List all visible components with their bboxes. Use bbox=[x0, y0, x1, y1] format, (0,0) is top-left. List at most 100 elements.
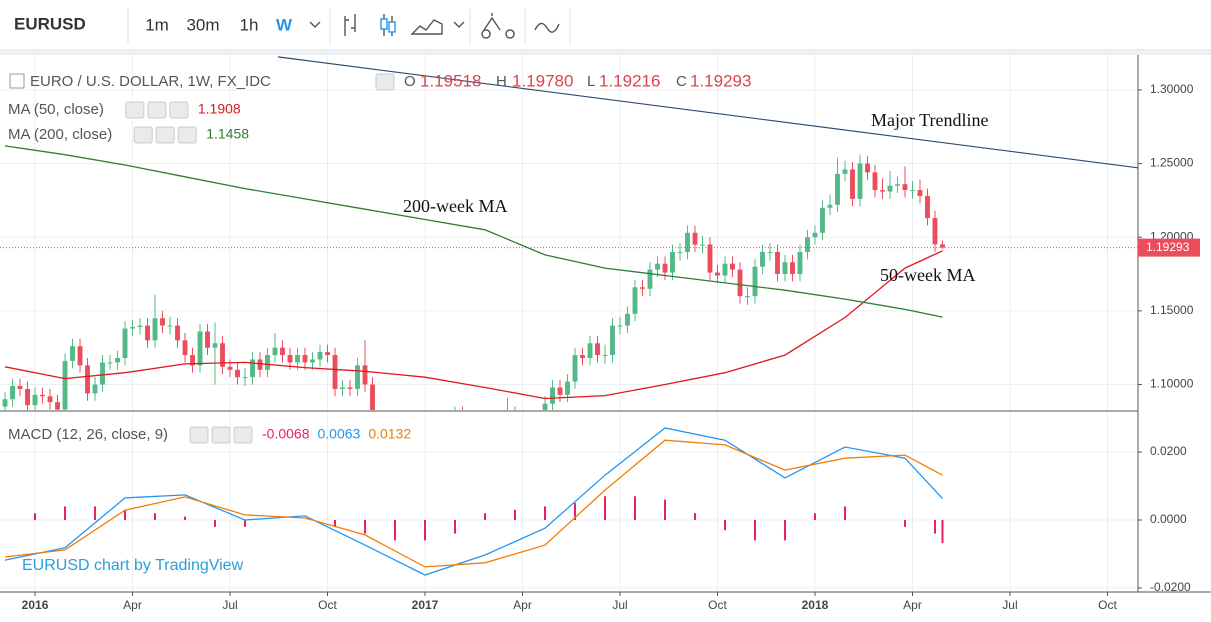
eye-button[interactable] bbox=[375, 73, 395, 91]
histogram-bar bbox=[214, 520, 217, 527]
x-tick-label: 2017 bbox=[412, 598, 439, 612]
y-tick-label: 1.25000 bbox=[1150, 156, 1194, 170]
histogram-bar bbox=[633, 496, 636, 520]
histogram-bar bbox=[693, 513, 696, 520]
x-tick-label: 2016 bbox=[22, 598, 49, 612]
candle-body bbox=[737, 269, 743, 297]
ohlc-value: 1.19216 bbox=[599, 71, 660, 90]
macd-value: -0.0068 bbox=[262, 426, 310, 442]
candle-body bbox=[872, 172, 878, 191]
candle-body bbox=[550, 387, 555, 404]
remove-button[interactable] bbox=[177, 126, 197, 144]
interval-button[interactable]: W bbox=[276, 15, 293, 34]
histogram-bar bbox=[933, 520, 936, 534]
settings-button[interactable] bbox=[147, 101, 167, 119]
candle-body bbox=[325, 352, 330, 356]
candle-body bbox=[265, 355, 270, 370]
candles-icon[interactable] bbox=[388, 21, 396, 33]
area-icon[interactable] bbox=[410, 19, 443, 35]
symbol[interactable]: EURUSD bbox=[14, 14, 86, 33]
macd-value: 0.0132 bbox=[368, 426, 411, 442]
ma-name: MA (200, close) bbox=[8, 126, 112, 143]
candle-body bbox=[167, 325, 173, 327]
candle-body bbox=[835, 173, 840, 205]
histogram-bar bbox=[783, 520, 786, 541]
remove-button[interactable] bbox=[169, 101, 189, 119]
histogram-bar bbox=[364, 520, 367, 534]
y-tick-label: -0.0200 bbox=[1150, 580, 1191, 594]
candle-body bbox=[842, 169, 848, 174]
interval-button[interactable]: 1h bbox=[240, 15, 259, 34]
interval-menu[interactable] bbox=[309, 21, 321, 28]
eye-button[interactable] bbox=[125, 101, 145, 119]
candle-body bbox=[137, 325, 143, 328]
candle-body bbox=[145, 325, 150, 341]
candle-body bbox=[895, 184, 900, 186]
candle-body bbox=[70, 346, 75, 361]
candle-body bbox=[917, 190, 923, 196]
toolbar: EURUSD 1m 30m 1h W bbox=[0, 0, 1211, 55]
candle-body bbox=[250, 359, 255, 378]
histogram-bar bbox=[941, 520, 944, 544]
indicators-icon[interactable] bbox=[481, 13, 515, 39]
histogram-bar bbox=[244, 520, 247, 527]
candle-body bbox=[557, 387, 563, 395]
compare-icon[interactable] bbox=[534, 22, 560, 33]
annotation: 50-week MA bbox=[880, 265, 975, 285]
candle-body bbox=[677, 251, 683, 253]
candle-body bbox=[152, 318, 158, 341]
ohlc-value: 1.19518 bbox=[420, 71, 481, 90]
interval-button[interactable]: 1m bbox=[145, 15, 169, 34]
eye-button[interactable] bbox=[133, 126, 153, 144]
histogram-bar bbox=[723, 520, 726, 531]
moving-average bbox=[4, 250, 943, 400]
ohlc-name: C bbox=[676, 73, 687, 90]
remove-button[interactable] bbox=[233, 426, 253, 444]
candle-body bbox=[107, 362, 113, 364]
candle-body bbox=[40, 394, 45, 397]
candle-body bbox=[767, 251, 773, 253]
settings-button[interactable] bbox=[211, 426, 231, 444]
y-tick-label: 1.10000 bbox=[1150, 377, 1194, 391]
ohlc-legend: O 1.19518 H 1.19780 L 1.19216 C 1.19293 bbox=[404, 71, 751, 90]
histogram-bar bbox=[124, 509, 127, 520]
candle-body bbox=[752, 266, 758, 297]
moving-average bbox=[4, 145, 943, 318]
candle-body bbox=[925, 195, 930, 219]
candle-body bbox=[295, 355, 300, 363]
candle-body bbox=[197, 331, 203, 366]
histogram-bar bbox=[514, 509, 517, 520]
symbol-icon[interactable] bbox=[9, 73, 25, 89]
bars-icon[interactable] bbox=[344, 14, 356, 36]
annotation: 200-week MA bbox=[403, 196, 507, 216]
x-tick-label: 2018 bbox=[802, 598, 829, 612]
candle-body bbox=[587, 343, 593, 359]
candle-body bbox=[775, 251, 780, 275]
candle-body bbox=[632, 287, 638, 314]
candle-body bbox=[347, 387, 353, 389]
eye-button[interactable] bbox=[189, 426, 209, 444]
candle-body bbox=[812, 232, 818, 238]
interval-button[interactable]: 30m bbox=[186, 15, 219, 34]
chart-type-menu[interactable] bbox=[453, 21, 465, 28]
y-tick-label: 0.0000 bbox=[1150, 512, 1187, 526]
candle-body bbox=[932, 218, 938, 245]
macd-legend: MACD (12, 26, close, 9) -0.0068 0.0063 0.0… bbox=[8, 426, 411, 444]
candle-body bbox=[610, 325, 615, 356]
settings-button[interactable] bbox=[155, 126, 175, 144]
x-tick-label: Jul bbox=[612, 598, 627, 612]
candle-body bbox=[887, 185, 893, 192]
candle-body bbox=[715, 272, 720, 276]
interval-group: 1m 30m 1h W bbox=[145, 15, 293, 34]
x-tick-label: Oct bbox=[1098, 598, 1117, 612]
candles-icon[interactable] bbox=[380, 18, 388, 30]
price-legend: EURO / U.S. DOLLAR, 1W, FX_IDC O 1.19518 H… bbox=[8, 71, 751, 144]
candle-body bbox=[940, 244, 945, 248]
candle-body bbox=[625, 313, 630, 326]
price-pane bbox=[0, 56, 1138, 410]
candle-body bbox=[205, 331, 210, 348]
candle-body bbox=[55, 402, 60, 410]
x-tick-label: Apr bbox=[123, 598, 142, 612]
candle-body bbox=[692, 232, 698, 245]
